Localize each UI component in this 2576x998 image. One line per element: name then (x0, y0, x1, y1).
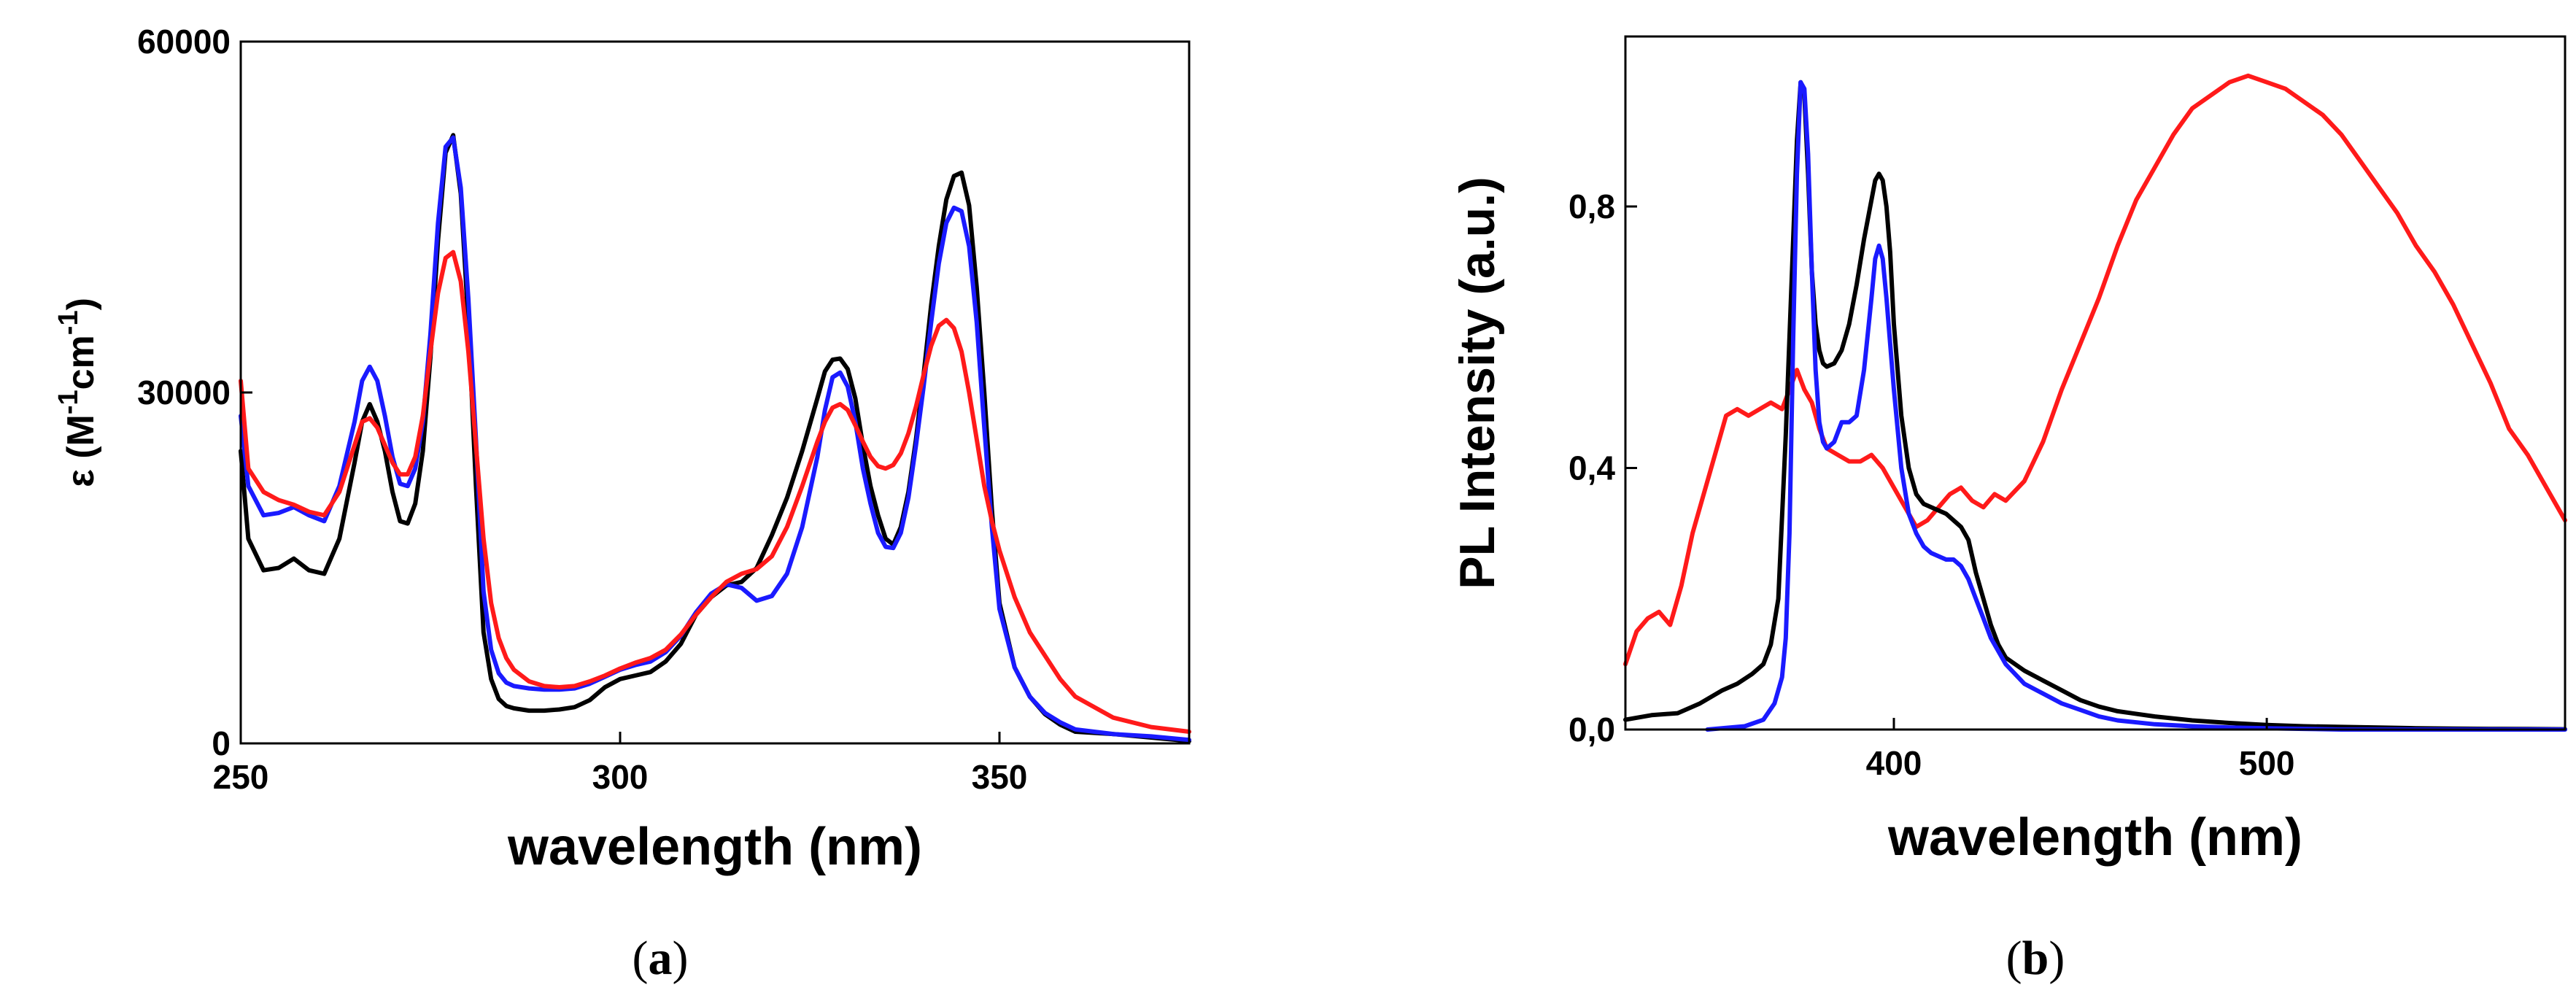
panel-b-series-black (1623, 80, 2567, 732)
panel-b-y-tick-label: 0,4 (1569, 449, 1615, 487)
panel-b-x-tick-label: 500 (2239, 744, 2295, 782)
panel-a-label: (a) (633, 932, 689, 985)
panel-a-y-axis-title-prefix: ε (M (60, 414, 102, 487)
panel-a-x-tick-label: 350 (972, 758, 1028, 796)
panel-a-y-tick-label: 60000 (137, 23, 231, 61)
panel-b-x-tick-label: 400 (1866, 744, 1922, 782)
panel-a-y-axis-title: ε (M-1cm-1) (53, 298, 102, 487)
panel-a-x-tick-label: 300 (592, 758, 649, 796)
panel-a-x-axis-title: wavelength (nm) (507, 818, 922, 876)
panel-b-x-axis-title: wavelength (nm) (1887, 808, 2302, 867)
panel-a-y-tick-label: 30000 (137, 374, 231, 411)
panel-a-y-axis-title-suffix: ) (60, 298, 102, 310)
panel-b-label: (b) (2006, 932, 2065, 985)
panel-a-x-tick-label: 250 (213, 758, 269, 796)
panel-a-chart: 250 300 350 0 30000 60000 wavelength (nm) ε (… (53, 23, 1191, 985)
panel-b-ticks: 400 500 0,0 0,4 0,8 (1569, 187, 2294, 782)
panel-a-y-axis-title-sup2: -1 (53, 310, 84, 335)
panel-a-plot-frame (239, 40, 1191, 745)
panel-b-y-tick-label: 0,8 (1569, 187, 1615, 225)
panel-b-series-blue (1705, 80, 2567, 732)
panel-b-series-red (1623, 73, 2567, 667)
panel-b-plot-frame (1624, 35, 2567, 731)
panel-a-series-red (239, 250, 1191, 734)
panel-a-y-axis-title-mid: cm (60, 335, 102, 390)
panel-a-series (239, 133, 1191, 743)
panel-b-chart: 400 500 0,0 0,4 0,8 wavelength (nm) PL Inten… (1450, 35, 2567, 985)
panel-a-y-axis-title-sup1: -1 (53, 390, 84, 414)
panel-b-y-tick-label: 0,0 (1569, 711, 1615, 748)
panel-b-series (1623, 73, 2567, 732)
panel-b-y-axis-title: PL Intensity (a.u.) (1450, 177, 1505, 589)
panel-a-ticks: 250 300 350 0 30000 60000 (137, 23, 1027, 796)
panel-a-y-tick-label: 0 (212, 724, 231, 762)
panel-a-series-black (239, 133, 1191, 743)
